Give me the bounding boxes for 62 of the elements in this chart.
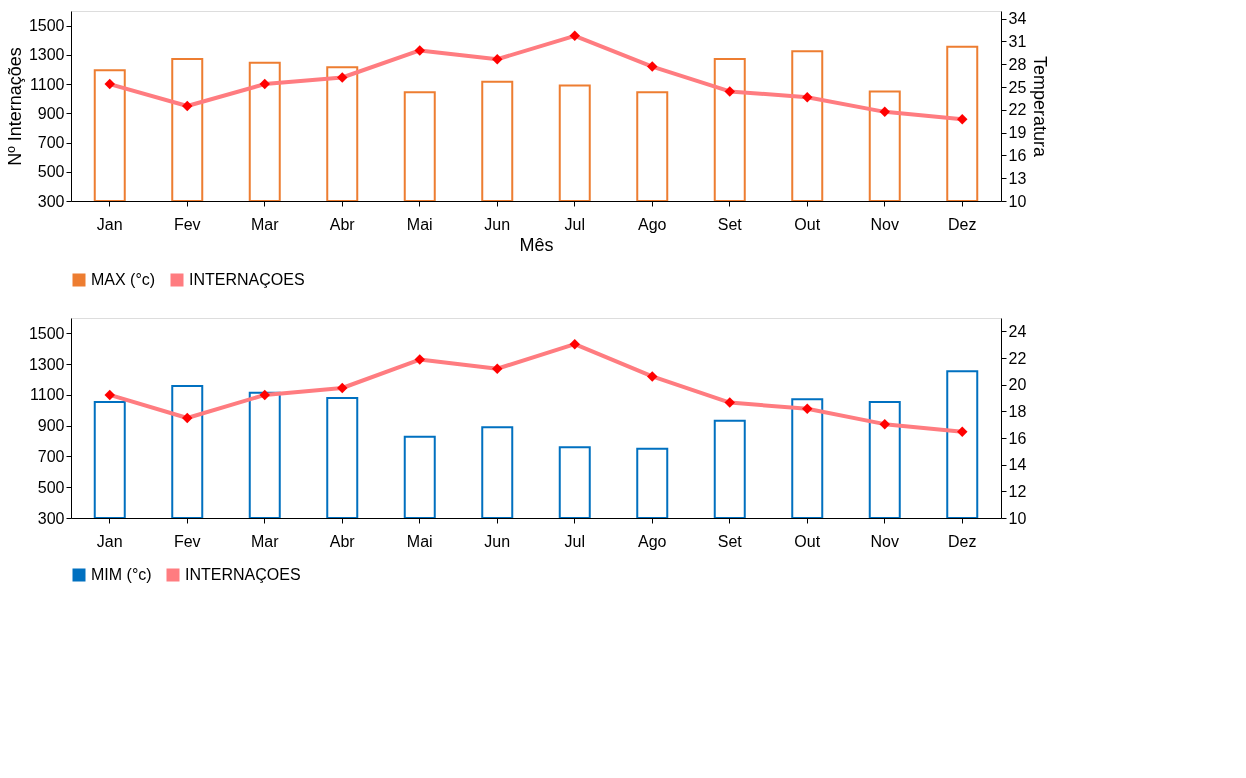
y-tick-label: 500: [37, 478, 65, 496]
x-tick-label: Dez: [948, 215, 977, 233]
y2-axis-title: Temperatura: [1030, 55, 1051, 159]
legend-label: MAX (°c): [91, 271, 156, 288]
y2-tick-label: 19: [1008, 124, 1027, 142]
x-tick-label: Mai: [406, 532, 433, 550]
y2-tick-label: 31: [1008, 32, 1027, 50]
x-tick-label: Jul: [564, 215, 585, 233]
y2-tick-label: 18: [1008, 402, 1027, 420]
x-tick-label: Fev: [173, 532, 201, 550]
y-tick-label: 500: [37, 163, 65, 181]
y2-tick-label: 20: [1008, 376, 1027, 394]
x-tick-label: Set: [717, 215, 743, 233]
y-tick-label: 1500: [28, 17, 65, 35]
x-tick-label: Jul: [564, 532, 585, 550]
y-tick-label: 700: [37, 447, 65, 465]
y-tick-label: 1100: [30, 386, 65, 404]
x-tick-label: Ago: [638, 532, 667, 550]
x-tick-label: Nov: [870, 215, 899, 233]
x-tick-label: Fev: [173, 215, 201, 233]
x-tick-label: Ago: [638, 215, 667, 233]
x-tick-label: Jan: [96, 215, 123, 233]
legend-label: INTERNAÇOES: [185, 566, 301, 583]
x-tick-label: Jan: [96, 532, 123, 550]
x-tick-label: Mar: [250, 532, 280, 550]
y-tick-label: 1300: [28, 355, 65, 373]
y-axis-title: Nº Internações: [4, 47, 25, 166]
y-tick-label: 1300: [28, 46, 65, 64]
x-tick-label: Set: [717, 532, 743, 550]
y-tick-label: 1100: [30, 75, 65, 93]
x-tick-label: Out: [794, 215, 821, 233]
y2-tick-label: 24: [1008, 322, 1027, 340]
y-tick-label: 700: [37, 134, 65, 152]
x-tick-label: Out: [794, 532, 821, 550]
y2-tick-label: 34: [1008, 10, 1027, 28]
y2-tick-label: 22: [1008, 101, 1027, 119]
y2-tick-label: 16: [1008, 146, 1027, 164]
x-tick-label: Mar: [250, 215, 280, 233]
x-tick-label: Abr: [329, 532, 356, 550]
y-tick-label: 1500: [28, 324, 65, 342]
y2-tick-label: 28: [1008, 55, 1027, 73]
y-tick-label: 300: [37, 192, 65, 210]
legend-label: MIM (°c): [91, 566, 152, 583]
y2-tick-label: 14: [1008, 456, 1027, 474]
y-tick-label: 900: [37, 417, 65, 435]
x-axis-title: Mês: [519, 234, 554, 255]
y2-tick-label: 22: [1008, 349, 1027, 367]
x-tick-label: Abr: [329, 215, 356, 233]
y-tick-label: 300: [37, 509, 65, 527]
y2-tick-label: 10: [1008, 192, 1027, 210]
y2-tick-label: 10: [1008, 509, 1027, 527]
x-tick-label: Jun: [484, 532, 511, 550]
legend-label: INTERNAÇOES: [189, 271, 305, 288]
x-tick-label: Dez: [948, 532, 977, 550]
y-tick-label: 900: [37, 104, 65, 122]
y2-tick-label: 16: [1008, 429, 1027, 447]
x-tick-label: Nov: [870, 532, 899, 550]
x-tick-label: Mai: [406, 215, 433, 233]
y2-tick-label: 25: [1008, 78, 1027, 96]
x-tick-label: Jun: [484, 215, 511, 233]
y2-tick-label: 12: [1008, 482, 1027, 500]
y2-tick-label: 13: [1008, 169, 1027, 187]
